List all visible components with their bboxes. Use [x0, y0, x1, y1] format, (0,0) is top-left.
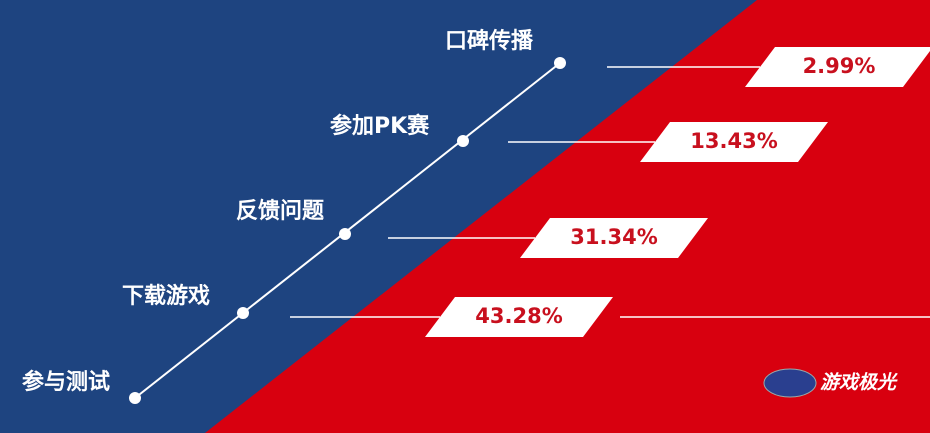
percent-label: 31.34% — [570, 225, 657, 249]
step-dot — [129, 392, 141, 404]
percent-label: 2.99% — [803, 54, 876, 78]
percent-label: 43.28% — [475, 304, 562, 328]
logo-icon — [763, 368, 817, 398]
step-dot — [339, 228, 351, 240]
percent-box — [520, 218, 708, 258]
logo: 游戏极光 — [763, 368, 898, 398]
step-label: 参加PK赛 — [330, 113, 430, 139]
percent-box — [640, 122, 828, 162]
red-region — [205, 0, 930, 433]
step-label: 参与测试 — [22, 369, 110, 395]
step-dot — [554, 57, 566, 69]
step-label: 口碑传播 — [445, 28, 534, 54]
step-label: 反馈问题 — [236, 198, 325, 224]
step-label: 下载游戏 — [122, 283, 210, 309]
percent-box — [425, 297, 613, 337]
logo-text: 游戏极光 — [820, 372, 898, 394]
step-dot — [457, 135, 469, 147]
step-dot — [237, 307, 249, 319]
percent-box — [745, 47, 930, 87]
percent-label: 13.43% — [690, 129, 777, 153]
